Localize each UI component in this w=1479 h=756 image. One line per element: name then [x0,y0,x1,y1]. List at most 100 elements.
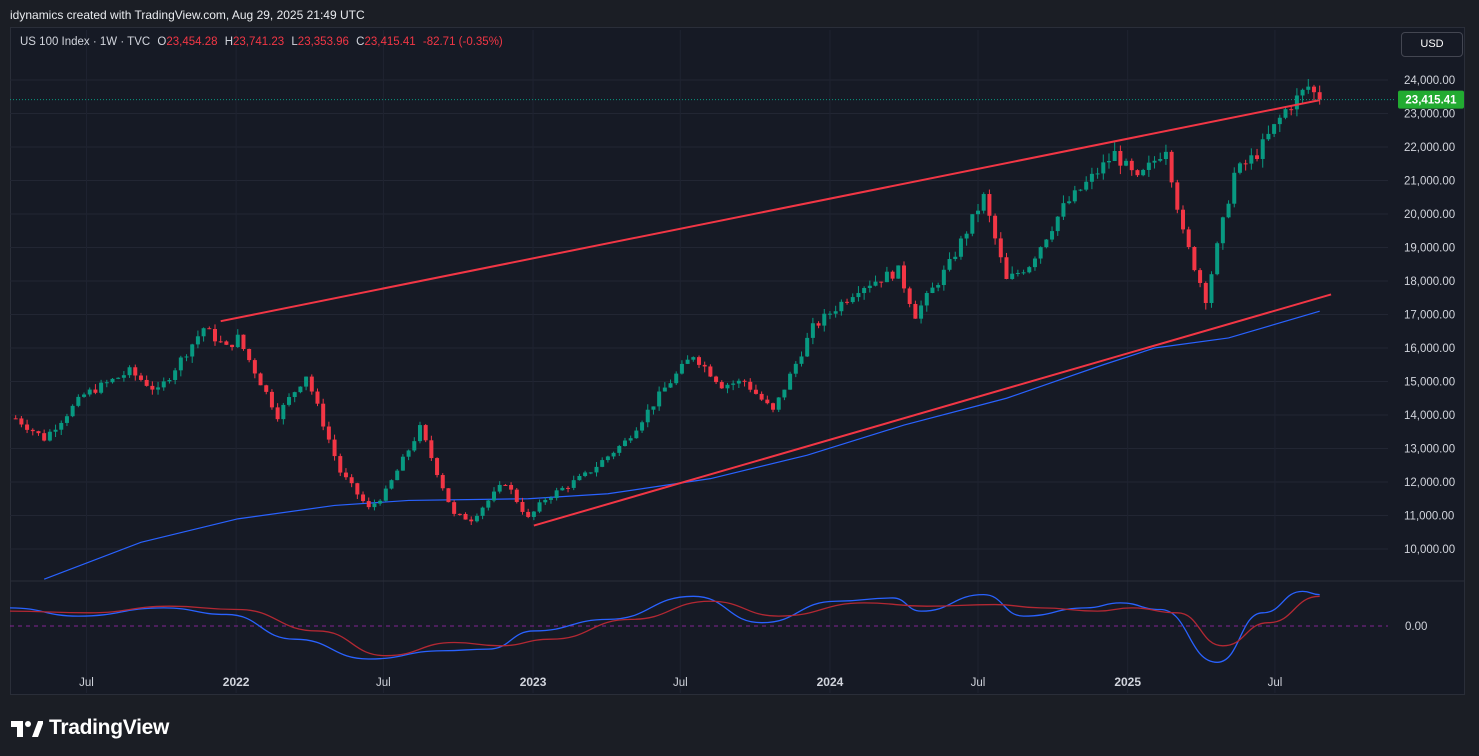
candle-body [1255,155,1260,159]
candle-body [395,470,400,481]
candle [1289,106,1294,116]
candle-body [1038,247,1043,259]
candle [224,340,229,346]
candle [349,474,354,488]
tradingview-wordmark: TradingView [49,716,170,739]
candle-body [839,301,844,312]
symbol-title[interactable]: US 100 Index · 1W · TVC [20,36,151,48]
candle [1158,152,1163,163]
candle [1055,216,1060,236]
price-tick-label: 15,000.00 [1404,377,1455,389]
candle [36,430,41,436]
time-tick-label: 2022 [223,675,250,689]
candle-body [1112,150,1117,162]
candle [412,437,417,453]
candle [685,355,690,365]
candle-body [429,440,434,459]
tradingview-logo[interactable]: TradingView [11,716,169,740]
candle-body [976,210,981,215]
candle [1141,168,1146,177]
candle-body [622,440,627,447]
candle [736,378,741,389]
candle [469,516,474,526]
candle [628,435,633,443]
candle-body [782,389,787,398]
candle-body [144,379,149,386]
currency-button[interactable]: USD [1401,32,1463,57]
candle-body [1317,92,1322,100]
candle-body [349,477,354,484]
candle [64,413,69,427]
candle [600,457,605,468]
candle [543,497,548,505]
candle [941,265,946,291]
candle-body [867,285,872,289]
candle [793,361,798,378]
candle [1152,156,1157,169]
candle [156,381,161,395]
candle [1306,78,1311,94]
candle [805,332,810,358]
symbol-legend[interactable]: US 100 Index · 1W · TVC O23,454.28 H23,7… [20,36,503,48]
candle-body [93,389,98,393]
candle [993,213,998,245]
candle-body [810,323,815,338]
candle [1135,169,1140,177]
candle [634,427,639,439]
candle [850,293,855,304]
candle [1078,189,1083,192]
candle [970,214,975,237]
candle [679,360,684,375]
candle [765,395,770,405]
candle-body [195,336,200,345]
candle-body [1129,160,1134,171]
price-tick-label: 14,000.00 [1404,410,1455,422]
candle [1169,150,1174,188]
candle [1089,167,1094,190]
candle [810,317,815,345]
candle-body [884,271,889,283]
candle-body [1283,109,1288,118]
candle [1095,167,1100,179]
candle-body [1050,231,1055,240]
candle [218,335,223,343]
candle [839,299,844,316]
candle [212,324,217,346]
candle [901,261,906,293]
candle-body [833,311,838,314]
candle-body [19,418,24,425]
candle-body [759,393,764,400]
candle-body [235,334,240,348]
candle-body [543,499,548,503]
candle-body [150,385,155,390]
candle [70,404,75,418]
candle-body [463,513,468,520]
candle-body [1095,173,1100,175]
candle [708,364,713,378]
candle [526,508,531,519]
candle [1175,179,1180,214]
candle [1209,271,1214,308]
candle [742,379,747,387]
candle-body [1220,217,1225,244]
candle [1260,133,1265,168]
candle-body [59,422,64,430]
candle [879,281,884,288]
candle [230,344,235,351]
candle [446,488,451,503]
candle [326,421,331,444]
candle [184,354,189,362]
trendline [533,293,1332,527]
candle [25,419,30,434]
candle-body [1169,151,1174,183]
candle [896,265,901,279]
price-tick-label: 12,000.00 [1404,477,1455,489]
candle-body [252,360,257,374]
last-price-tag-bg [1398,90,1464,109]
candle-body [1175,182,1180,210]
chart-frame[interactable] [10,27,1465,695]
candle-body [896,265,901,279]
candle [827,311,832,320]
candle [662,382,667,392]
